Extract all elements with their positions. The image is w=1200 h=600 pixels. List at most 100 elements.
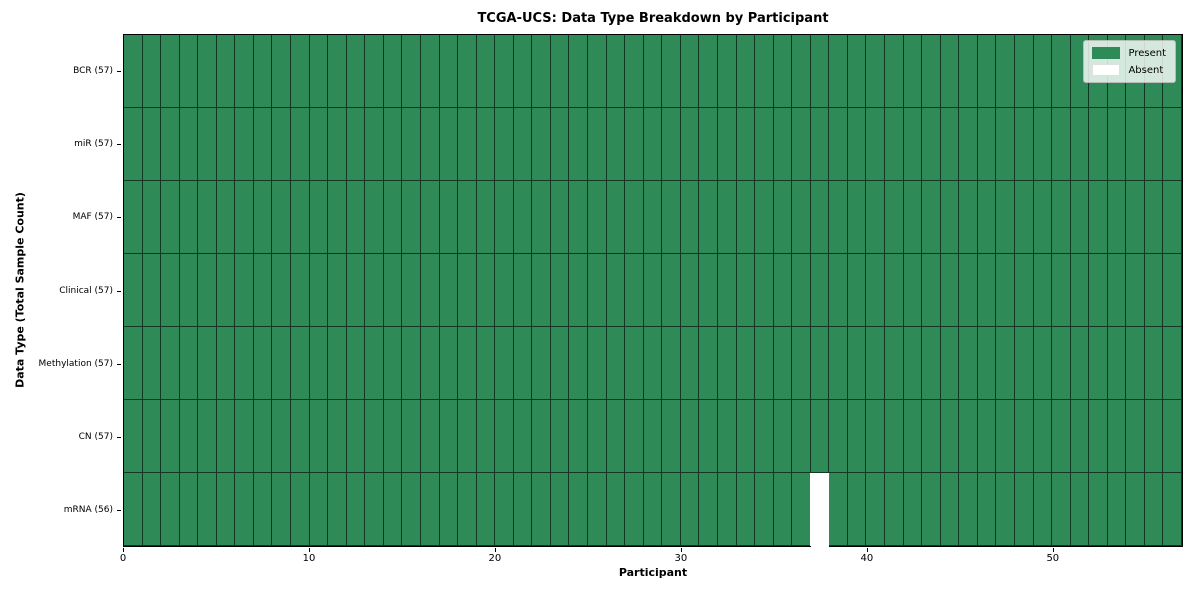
heatmap-cell bbox=[161, 181, 180, 254]
heatmap-cell bbox=[532, 400, 551, 473]
heatmap-cell bbox=[588, 327, 607, 400]
heatmap-cell bbox=[829, 327, 848, 400]
heatmap-cell bbox=[922, 473, 941, 546]
heatmap-cell bbox=[1070, 254, 1090, 327]
heatmap-cell bbox=[550, 400, 570, 473]
heatmap-cell bbox=[1126, 108, 1145, 181]
heatmap-cell bbox=[996, 473, 1015, 546]
heatmap-cell bbox=[810, 327, 830, 400]
heatmap-cell bbox=[940, 35, 960, 108]
heatmap-cell bbox=[755, 254, 774, 327]
heatmap-cell bbox=[253, 473, 273, 546]
heatmap-cell bbox=[1126, 254, 1145, 327]
heatmap-cell bbox=[606, 254, 626, 327]
heatmap-cell bbox=[792, 473, 811, 546]
heatmap-cell bbox=[829, 473, 848, 546]
heatmap-cell bbox=[1052, 473, 1071, 546]
heatmap-cell bbox=[124, 473, 143, 546]
heatmap-cell bbox=[1014, 35, 1034, 108]
heatmap-cell bbox=[1107, 181, 1127, 254]
heatmap-cell bbox=[513, 108, 533, 181]
heatmap-cell bbox=[476, 473, 496, 546]
heatmap-cell bbox=[588, 473, 607, 546]
heatmap-cell bbox=[235, 327, 254, 400]
heatmap-cell bbox=[291, 35, 310, 108]
heatmap-cell bbox=[550, 35, 570, 108]
heatmap-cell bbox=[439, 327, 459, 400]
heatmap-cell bbox=[1052, 400, 1071, 473]
heatmap-cell bbox=[588, 108, 607, 181]
heatmap-cell bbox=[161, 35, 180, 108]
heatmap-cell bbox=[513, 327, 533, 400]
heatmap-cell bbox=[903, 400, 923, 473]
heatmap-cell bbox=[829, 108, 848, 181]
x-tick-mark bbox=[123, 548, 124, 552]
heatmap-cell bbox=[439, 254, 459, 327]
heatmap-cell bbox=[420, 400, 440, 473]
heatmap-cell bbox=[977, 473, 997, 546]
heatmap-cell bbox=[346, 400, 366, 473]
heatmap-cell bbox=[309, 35, 329, 108]
heatmap-cell bbox=[717, 181, 737, 254]
heatmap-cell bbox=[1107, 400, 1127, 473]
x-tick-label: 50 bbox=[1046, 553, 1060, 564]
heatmap-cell bbox=[198, 473, 217, 546]
heatmap-cell bbox=[1163, 400, 1182, 473]
heatmap-cell bbox=[124, 181, 143, 254]
heatmap-cell bbox=[216, 327, 236, 400]
heatmap-cell bbox=[717, 108, 737, 181]
heatmap-cell bbox=[847, 35, 867, 108]
heatmap-cell bbox=[755, 327, 774, 400]
heatmap-cell bbox=[755, 108, 774, 181]
heatmap-cell bbox=[810, 400, 830, 473]
heatmap-cell bbox=[550, 327, 570, 400]
heatmap-cell bbox=[253, 327, 273, 400]
heatmap-cell bbox=[476, 400, 496, 473]
heatmap-cell bbox=[977, 327, 997, 400]
heatmap-cell bbox=[402, 473, 421, 546]
heatmap-cell bbox=[142, 327, 162, 400]
heatmap-cell bbox=[625, 35, 644, 108]
heatmap-cell bbox=[365, 473, 384, 546]
heatmap-cell bbox=[922, 400, 941, 473]
heatmap-cell bbox=[550, 473, 570, 546]
heatmap-cell bbox=[476, 108, 496, 181]
heatmap-cell bbox=[699, 108, 718, 181]
heatmap-cell bbox=[699, 473, 718, 546]
heatmap-cell bbox=[662, 181, 681, 254]
heatmap-cell bbox=[420, 473, 440, 546]
heatmap-cell bbox=[1144, 327, 1164, 400]
heatmap-cell bbox=[1107, 327, 1127, 400]
heatmap-cell bbox=[365, 254, 384, 327]
heatmap-cell bbox=[922, 35, 941, 108]
heatmap-cell bbox=[495, 400, 514, 473]
heatmap-cell bbox=[1089, 181, 1108, 254]
heatmap-cell bbox=[885, 327, 904, 400]
heatmap-cell bbox=[1089, 254, 1108, 327]
heatmap-cell bbox=[792, 35, 811, 108]
heatmap-cell bbox=[550, 108, 570, 181]
heatmap-cell bbox=[532, 35, 551, 108]
x-tick-mark bbox=[1052, 548, 1054, 552]
heatmap-cell bbox=[309, 400, 329, 473]
heatmap-cell bbox=[179, 108, 199, 181]
heatmap-cell bbox=[495, 108, 514, 181]
heatmap-cell bbox=[124, 254, 143, 327]
heatmap-cell bbox=[142, 108, 162, 181]
x-tick-label: 30 bbox=[674, 553, 688, 564]
heatmap-cell bbox=[1070, 400, 1090, 473]
x-tick-label: 40 bbox=[860, 553, 874, 564]
heatmap-cell bbox=[903, 108, 923, 181]
heatmap-cell bbox=[1144, 254, 1164, 327]
heatmap-cell bbox=[161, 473, 180, 546]
heatmap-cell bbox=[643, 400, 663, 473]
heatmap-cell bbox=[829, 400, 848, 473]
heatmap-cell bbox=[1033, 327, 1053, 400]
heatmap-cell bbox=[309, 181, 329, 254]
heatmap-cell bbox=[1033, 254, 1053, 327]
heatmap-cell bbox=[866, 254, 886, 327]
heatmap-cell bbox=[606, 473, 626, 546]
heatmap-cell bbox=[643, 473, 663, 546]
heatmap-cell bbox=[1126, 400, 1145, 473]
heatmap-cell bbox=[755, 400, 774, 473]
